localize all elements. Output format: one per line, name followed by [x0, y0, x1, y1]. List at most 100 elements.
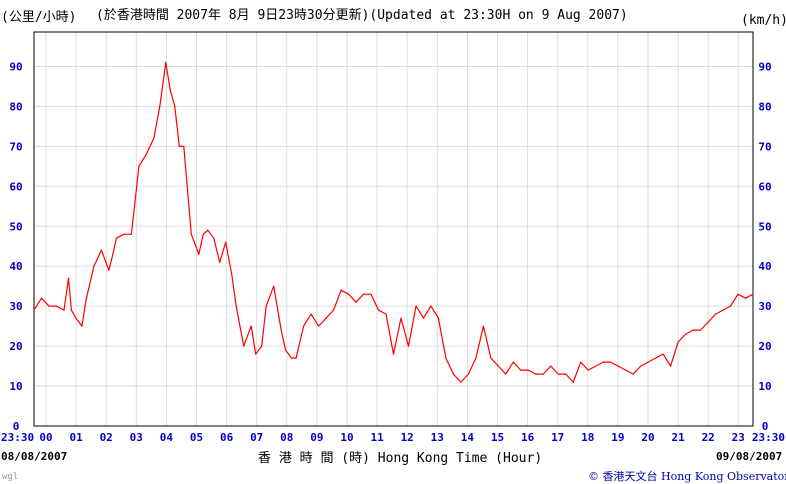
- data-point: [145, 153, 147, 155]
- x-tick-label: 22: [702, 431, 715, 444]
- x-tick-label: 14: [461, 431, 475, 444]
- data-point: [737, 293, 739, 295]
- data-point: [153, 137, 155, 139]
- data-point: [475, 357, 477, 359]
- data-point: [63, 309, 65, 311]
- y-tick-label-left: 30: [9, 300, 22, 313]
- data-point: [385, 313, 387, 315]
- y-tick-label-right: 90: [758, 60, 771, 73]
- data-point: [377, 309, 380, 311]
- data-point: [340, 289, 342, 291]
- data-point: [355, 301, 357, 303]
- plot-frame: [33, 31, 754, 427]
- data-point: [303, 325, 305, 327]
- x-axis-tick-labels: 23:30 00 01 02 03 04 05 06 07 08 09 10 11 12 13 14 15 16 1…: [1, 431, 785, 444]
- x-tick-label: 07: [250, 431, 263, 444]
- data-point: [490, 357, 492, 359]
- data-point: [40, 297, 43, 299]
- y-tick-label-right: 0: [762, 420, 769, 433]
- data-point: [333, 309, 335, 311]
- data-point: [174, 105, 176, 107]
- data-point: [685, 333, 687, 335]
- data-point: [640, 365, 642, 367]
- data-point: [520, 369, 522, 371]
- data-point: [100, 249, 102, 251]
- data-point: [422, 317, 425, 319]
- data-point: [452, 373, 454, 375]
- data-point: [310, 313, 312, 315]
- data-point: [81, 325, 83, 327]
- y-tick-label-left: 0: [13, 420, 20, 433]
- data-point: [407, 345, 410, 347]
- data-point: [67, 277, 70, 279]
- data-point: [255, 353, 257, 355]
- data-point: [93, 265, 95, 267]
- data-point: [715, 313, 717, 315]
- data-point: [219, 261, 221, 263]
- observatory-credit: © 香港天文台 Hong Kong Observatory: [588, 470, 786, 483]
- data-point: [587, 369, 589, 371]
- data-point: [542, 373, 544, 375]
- data-point: [370, 293, 372, 295]
- x-tick-label: 02: [100, 431, 113, 444]
- y-tick-label-left: 40: [9, 260, 22, 273]
- data-point: [527, 369, 529, 371]
- data-point: [692, 329, 694, 331]
- y-tick-label-left: 90: [9, 60, 22, 73]
- data-point: [190, 233, 192, 235]
- x-tick-label: 21: [671, 431, 685, 444]
- data-point: [610, 361, 612, 363]
- data-point: [445, 357, 447, 359]
- data-point: [625, 369, 627, 371]
- y-tick-label-left: 60: [9, 180, 22, 193]
- x-tick-label: 09: [310, 431, 323, 444]
- y-tick-label-left: 70: [9, 140, 22, 153]
- x-tick-label: 20: [641, 431, 654, 444]
- x-tick-label: 05: [190, 431, 203, 444]
- data-point: [325, 317, 327, 319]
- x-tick-label: 04: [160, 431, 174, 444]
- x-tick-label: 17: [551, 431, 564, 444]
- data-point: [198, 253, 200, 255]
- data-point: [169, 89, 171, 91]
- data-point: [662, 353, 664, 355]
- chart-title: (於香港時間 2007年 8月 9日23時30分更新)(Updated at 2…: [96, 8, 628, 23]
- data-point: [362, 293, 365, 295]
- data-point: [235, 305, 237, 307]
- data-point: [108, 269, 110, 271]
- data-point: [535, 373, 537, 375]
- data-point: [243, 345, 245, 347]
- data-point: [550, 365, 552, 367]
- data-point: [557, 373, 559, 375]
- x-tick-label: 01: [69, 431, 83, 444]
- x-tick-label: 10: [340, 431, 353, 444]
- data-point: [602, 361, 604, 363]
- data-point: [273, 285, 275, 287]
- data-point: [415, 305, 417, 307]
- data-point: [250, 325, 252, 327]
- data-point: [159, 105, 161, 107]
- data-point: [318, 325, 320, 327]
- x-tick-label: 06: [220, 431, 234, 444]
- data-point: [460, 381, 462, 383]
- x-tick-label: 13: [431, 431, 444, 444]
- x-tick-label: 00: [39, 431, 52, 444]
- x-tick-label: 23:30: [1, 431, 34, 444]
- data-point: [55, 305, 58, 307]
- x-tick-label: 18: [581, 431, 594, 444]
- data-point: [85, 297, 87, 299]
- data-point: [231, 273, 233, 275]
- wind-speed-line: [33, 61, 754, 383]
- data-point: [482, 325, 484, 327]
- data-point: [165, 61, 167, 64]
- data-point: [580, 361, 582, 363]
- y-axis-right-tick-labels: 0 10 20 30 40 50 60 70 80 90: [758, 60, 771, 433]
- data-point: [207, 229, 209, 231]
- y-tick-label-right: 50: [758, 220, 771, 233]
- corner-tag: wgl: [2, 472, 19, 482]
- y-tick-label-right: 40: [758, 260, 771, 273]
- y-tick-label-left: 20: [9, 340, 22, 353]
- data-point: [744, 297, 747, 299]
- x-tick-label: 23:30: [752, 431, 785, 444]
- data-point: [295, 357, 297, 359]
